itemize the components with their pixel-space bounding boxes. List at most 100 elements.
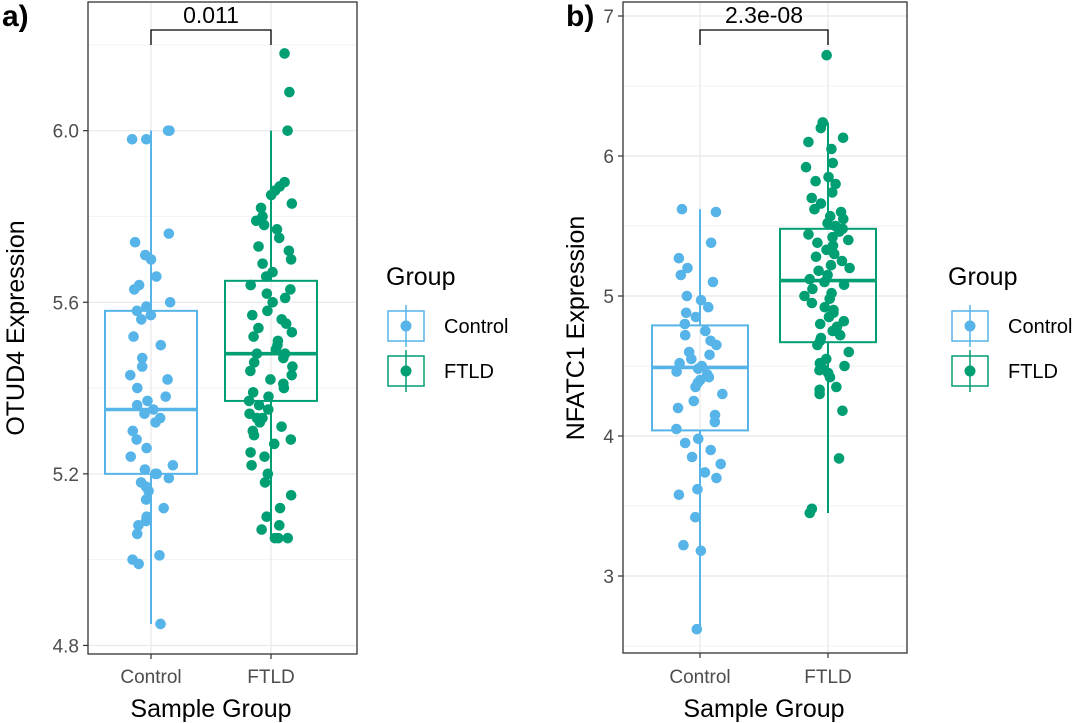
panel-b-frame	[622, 1, 908, 654]
data-point	[837, 405, 848, 417]
data-point	[160, 391, 172, 402]
data-point	[131, 399, 143, 411]
data-point	[131, 305, 143, 317]
data-point	[815, 122, 827, 134]
panel-label-b: b)	[566, 0, 594, 33]
data-point	[672, 402, 684, 414]
data-point	[261, 511, 272, 523]
data-point	[688, 395, 700, 407]
data-point	[676, 203, 688, 215]
data-point	[678, 539, 689, 551]
y-tick-label: 5	[603, 287, 614, 308]
data-point	[247, 387, 259, 398]
data-point	[699, 467, 711, 478]
data-point	[844, 262, 855, 274]
data-point	[286, 326, 298, 338]
x-tick-label-control: Control	[120, 667, 181, 688]
y-tick-label: 5.2	[53, 465, 79, 486]
panel-a-x-axis: Control FTLD	[120, 667, 294, 688]
legend-label-ftld-a: FTLD	[444, 361, 494, 383]
data-point	[819, 276, 830, 288]
legend-a: Group Control FTLD	[386, 263, 508, 392]
data-point	[679, 329, 691, 341]
x-tick-label-ftld: FTLD	[804, 667, 852, 688]
data-point	[125, 451, 137, 462]
data-point	[675, 269, 687, 281]
data-point	[825, 259, 837, 271]
data-point	[799, 290, 810, 302]
data-point	[267, 296, 278, 308]
data-point	[251, 348, 263, 360]
panel-b-y-axis: 3 4 5 6 7	[603, 7, 829, 658]
data-point	[810, 175, 821, 187]
data-point	[682, 262, 693, 274]
data-point	[149, 468, 161, 480]
data-point	[245, 447, 256, 458]
data-point	[826, 143, 837, 155]
significance-bracket-b	[699, 29, 829, 45]
data-point	[837, 132, 849, 144]
x-tick-label-ftld: FTLD	[247, 667, 295, 688]
data-point	[164, 296, 176, 308]
data-point	[838, 279, 850, 291]
data-point	[806, 297, 818, 309]
data-point	[162, 374, 173, 385]
data-point	[128, 284, 140, 295]
data-point	[131, 528, 143, 540]
data-point	[804, 507, 816, 519]
data-point	[274, 502, 286, 514]
data-point	[833, 453, 845, 464]
legend-label-ftld-b: FTLD	[1008, 361, 1058, 383]
data-point	[136, 314, 147, 325]
data-point	[167, 459, 179, 471]
data-point	[150, 417, 161, 428]
legend-title-b: Group	[948, 263, 1017, 291]
data-point	[148, 404, 159, 415]
data-point	[164, 125, 175, 136]
data-point	[826, 187, 838, 198]
data-point	[143, 485, 154, 497]
data-point	[686, 353, 697, 365]
data-point	[285, 434, 297, 445]
data-point	[831, 381, 842, 393]
data-point	[700, 325, 711, 337]
data-point	[139, 408, 150, 420]
p-value-a: 0.011	[183, 2, 239, 28]
data-point	[673, 252, 685, 264]
panel-a-frame	[87, 1, 358, 655]
legend-label-control-b: Control	[1008, 316, 1072, 338]
data-point	[248, 429, 260, 441]
data-point	[163, 228, 175, 239]
data-point	[141, 133, 152, 145]
panel-a-y-axis: 4.8 5.2 5.6 6.0	[53, 122, 272, 659]
data-point	[834, 329, 846, 341]
data-point	[707, 276, 719, 288]
panel-label-a: a)	[2, 0, 29, 33]
data-point	[702, 301, 714, 313]
p-value-b: 2.3e-08	[725, 2, 803, 28]
data-point	[258, 219, 270, 231]
data-point	[804, 273, 816, 285]
data-point	[127, 425, 139, 437]
y-tick-label: 6.0	[53, 122, 79, 143]
data-point	[271, 224, 283, 235]
data-point	[136, 352, 148, 364]
data-point	[284, 86, 295, 98]
data-point	[703, 371, 715, 383]
data-point	[282, 125, 293, 136]
data-point	[279, 48, 290, 59]
data-point	[695, 294, 707, 306]
data-point	[843, 234, 854, 246]
panel-b: b) 3 4 5 6 7 Control FTLD Sample Group NFATC…	[562, 0, 908, 723]
box	[651, 324, 749, 432]
data-point	[814, 364, 825, 376]
data-point	[814, 318, 826, 330]
data-point	[812, 339, 823, 351]
data-point	[828, 248, 840, 260]
data-point	[245, 365, 256, 377]
significance-bracket-a	[150, 29, 272, 45]
data-point	[823, 311, 835, 323]
data-point	[163, 472, 175, 484]
data-point	[248, 357, 260, 368]
data-point	[140, 494, 152, 505]
